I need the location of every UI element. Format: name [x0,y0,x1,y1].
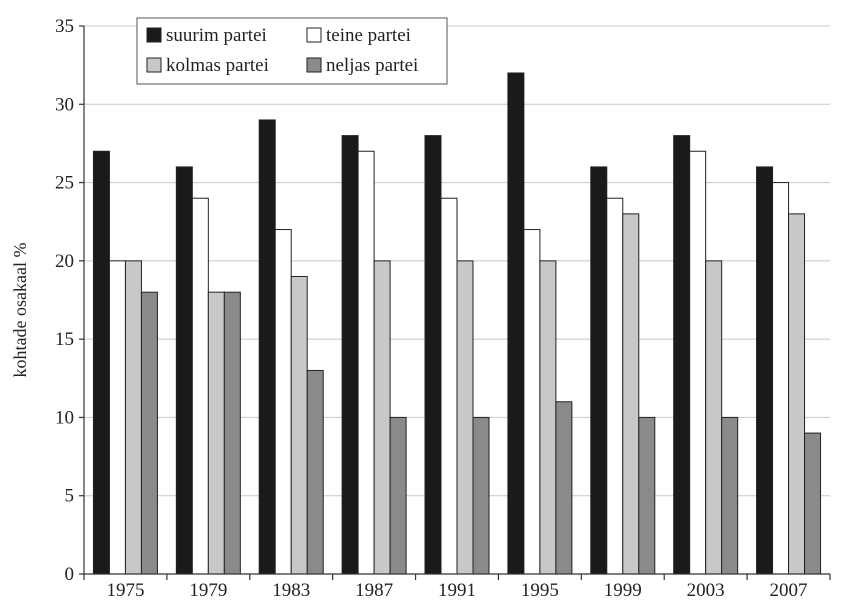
bar-kolmas-partei-1995 [539,260,557,575]
x-tick-label: 1975 [106,580,144,600]
bar-neljas-partei-1975 [140,291,158,575]
bar-kolmas-partei-1983 [290,276,308,575]
x-tick-label: 1987 [355,580,393,600]
legend-box [136,17,448,85]
y-tick-label: 35 [55,16,74,37]
bar-neljas-partei-1979 [223,291,241,575]
bar-neljas-partei-1995 [555,401,573,575]
bar-kolmas-partei-1991 [456,260,474,575]
bar-suurim-partei-2007 [756,166,774,575]
legend-label: kolmas partei [166,55,269,76]
x-axis-ticks: 1975 1979 1983 1987 1991 1995 1999 2003 2007 [83,574,831,600]
bar-neljas-partei-2007 [804,432,822,575]
x-tick-label: 2007 [770,580,808,600]
x-tick-label: 1991 [438,580,476,600]
y-tick-label: 30 [55,94,74,115]
bar-kolmas-partei-1999 [622,213,640,575]
bar-suurim-partei-1991 [424,135,442,575]
legend-swatch [306,57,322,73]
legend-swatch [146,57,162,73]
bar-kolmas-partei-1979 [207,291,225,575]
bar-neljas-partei-2003 [721,416,739,575]
x-tick-label: 1979 [189,580,227,600]
bar-neljas-partei-1999 [638,416,656,575]
bar-kolmas-partei-1975 [124,260,142,575]
bar-suurim-partei-2003 [673,135,691,575]
x-tick-label: 1995 [521,580,559,600]
legend: suurim partei teine partei kolmas partei ne… [136,17,448,85]
legend-label: teine partei [326,25,411,46]
bars [92,72,822,575]
bar-suurim-partei-1999 [590,166,608,575]
bar-suurim-partei-1995 [507,72,525,575]
bar-teine-partei-1975 [108,260,126,575]
legend-label: neljas partei [326,55,418,76]
y-axis-title: kohtade osakaal % [10,243,30,378]
bar-neljas-partei-1987 [389,416,407,575]
x-tick-label: 2003 [687,580,725,600]
x-tick-label: 1999 [604,580,642,600]
bar-teine-partei-2007 [772,182,790,575]
y-tick-label: 10 [55,407,74,428]
legend-swatch [306,27,322,43]
bar-kolmas-partei-2007 [788,213,806,575]
bar-teine-partei-1987 [357,150,375,575]
bar-suurim-partei-1983 [258,119,276,575]
y-tick-label: 25 [55,173,74,194]
bar-neljas-partei-1991 [472,416,490,575]
bar-suurim-partei-1975 [92,150,110,575]
y-tick-label: 15 [55,329,74,350]
y-axis-ticks: 0 5 10 15 20 25 30 35 [55,16,84,585]
bar-kolmas-partei-2003 [705,260,723,575]
bar-teine-partei-1979 [191,197,209,575]
bar-teine-partei-2003 [689,150,707,575]
bar-suurim-partei-1987 [341,135,359,575]
bar-teine-partei-1991 [440,197,458,575]
bar-teine-partei-1995 [523,229,541,575]
y-tick-label: 0 [65,564,75,585]
bar-teine-partei-1999 [606,197,624,575]
bar-neljas-partei-1983 [306,369,324,575]
y-tick-label: 20 [55,251,74,272]
bar-suurim-partei-1979 [175,166,193,575]
y-tick-label: 5 [65,486,75,507]
legend-swatch [146,27,162,43]
x-tick-label: 1983 [272,580,310,600]
legend-label: suurim partei [166,25,267,46]
bar-teine-partei-1983 [274,229,292,575]
bar-kolmas-partei-1987 [373,260,391,575]
